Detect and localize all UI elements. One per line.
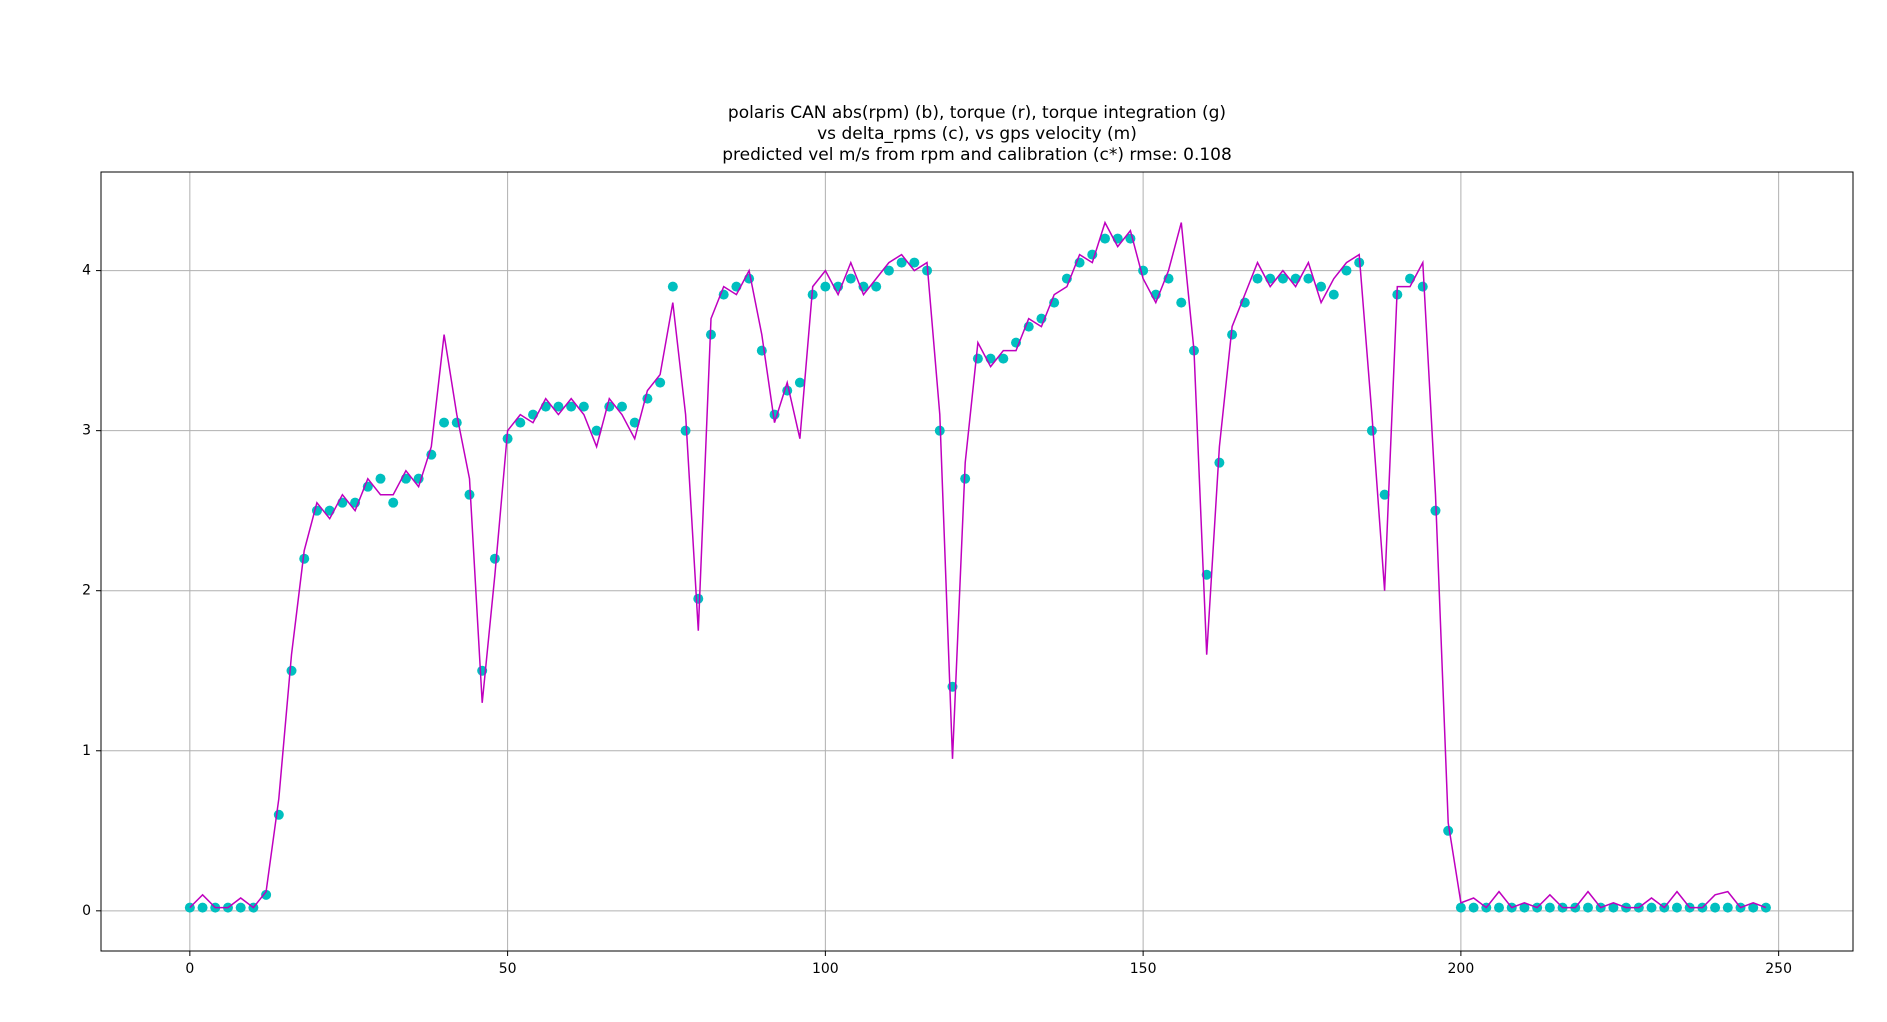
point	[1748, 902, 1759, 913]
point	[896, 257, 907, 268]
point	[1303, 273, 1314, 284]
point	[1252, 273, 1263, 284]
y-tick-label: 1	[82, 743, 91, 759]
chart-title: vs delta_rpms (c), vs gps velocity (m)	[817, 124, 1137, 144]
point	[1341, 265, 1352, 276]
point	[1468, 902, 1479, 913]
point	[515, 417, 526, 428]
x-tick-label: 150	[1130, 961, 1157, 977]
point	[197, 902, 208, 913]
point	[1582, 902, 1593, 913]
point	[972, 353, 983, 364]
y-tick-label: 4	[82, 263, 91, 279]
point	[883, 265, 894, 276]
point	[1671, 902, 1682, 913]
point	[655, 377, 666, 388]
point	[553, 401, 564, 412]
point	[1760, 902, 1771, 913]
chart-title: polaris CAN abs(rpm) (b), torque (r), to…	[728, 103, 1226, 123]
y-tick-label: 3	[82, 423, 91, 439]
point	[1316, 281, 1327, 292]
point	[566, 401, 577, 412]
point	[578, 401, 589, 412]
point	[820, 281, 831, 292]
point	[871, 281, 882, 292]
point	[286, 665, 297, 676]
point	[375, 473, 386, 484]
point	[1277, 273, 1288, 284]
x-tick-label: 250	[1765, 961, 1792, 977]
point	[464, 489, 475, 500]
point	[388, 497, 399, 508]
point	[1646, 902, 1657, 913]
point	[1214, 457, 1225, 468]
point	[235, 902, 246, 913]
x-tick-label: 0	[185, 961, 194, 977]
point	[1519, 902, 1530, 913]
point	[1455, 902, 1466, 913]
point	[629, 417, 640, 428]
line	[189, 220, 1767, 909]
point	[299, 553, 310, 564]
point	[1328, 289, 1339, 300]
point	[1366, 425, 1377, 436]
y-tick-label: 0	[82, 903, 91, 919]
point	[273, 809, 284, 820]
point	[1379, 489, 1390, 500]
point	[616, 401, 627, 412]
plot-frame	[100, 171, 1854, 952]
point	[489, 553, 500, 564]
point	[1443, 825, 1454, 836]
point	[451, 417, 462, 428]
point	[591, 425, 602, 436]
point	[1710, 902, 1721, 913]
point	[1176, 297, 1187, 308]
point	[794, 377, 805, 388]
x-tick-label: 200	[1448, 961, 1475, 977]
point	[439, 417, 450, 428]
point	[261, 889, 272, 900]
point	[1227, 329, 1238, 340]
point	[680, 425, 691, 436]
x-tick-label: 100	[812, 961, 839, 977]
point	[998, 353, 1009, 364]
chart-title: predicted vel m/s from rpm and calibrati…	[722, 145, 1232, 165]
point	[1722, 902, 1733, 913]
point	[1099, 233, 1110, 244]
point	[1494, 902, 1505, 913]
point	[693, 593, 704, 604]
point	[667, 281, 678, 292]
y-tick-label: 2	[82, 583, 91, 599]
point	[845, 273, 856, 284]
point	[909, 257, 920, 268]
point	[1608, 902, 1619, 913]
point	[1544, 902, 1555, 913]
x-tick-label: 50	[499, 961, 517, 977]
point	[1417, 281, 1428, 292]
